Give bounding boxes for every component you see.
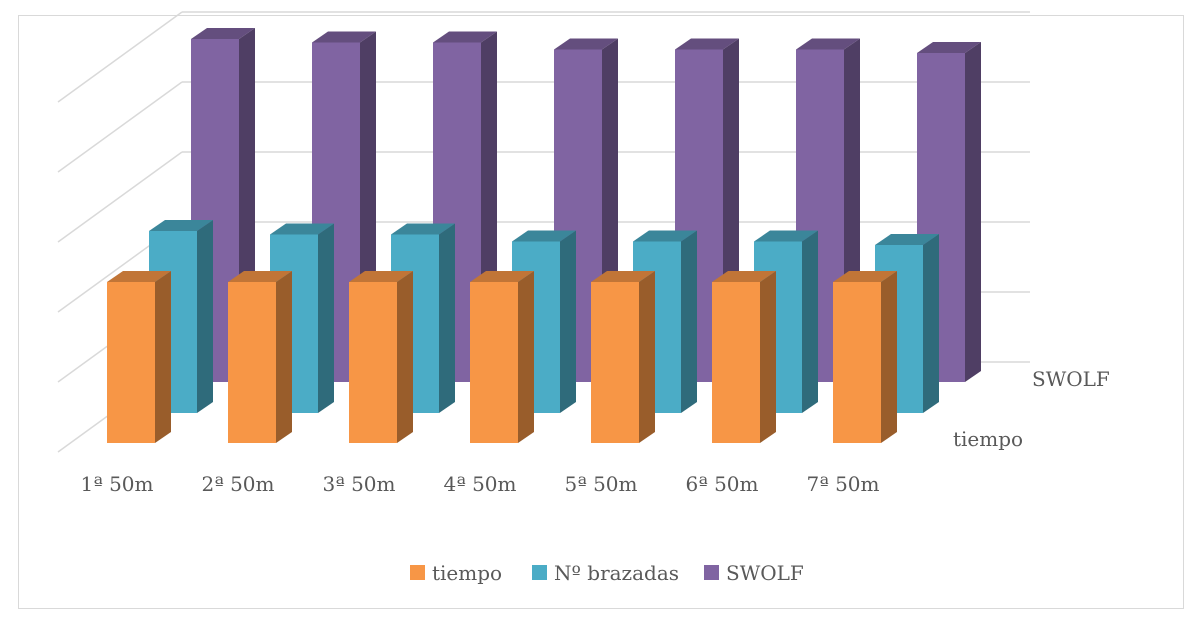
bar-tiempo-2 [228,271,292,443]
legend-swatch [532,565,547,580]
legend-swatch [704,565,719,580]
category-label: 3ª 50m [323,472,396,496]
side-gridline [57,81,183,173]
side-gridline [57,11,183,103]
legend-item-tiempo: tiempo [410,561,502,585]
bar-tiempo-1 [107,271,171,443]
category-label: 7ª 50m [807,472,880,496]
category-labels: 1ª 50m 2ª 50m 3ª 50m 4ª 50m 5ª 50m 6ª 50m 7ª 5… [81,472,880,496]
bar-tiempo-3 [349,271,413,443]
legend-swatch [410,565,425,580]
category-label: 2ª 50m [202,472,275,496]
chart-bars [107,28,981,443]
bar-tiempo-6 [712,271,776,443]
legend-label: tiempo [432,561,502,585]
side-gridline [57,151,183,243]
bar-tiempo-5 [591,271,655,443]
legend-item-swolf: SWOLF [704,561,804,585]
category-label: 4ª 50m [444,472,517,496]
legend-label: Nº brazadas [554,561,679,585]
bar-tiempo-4 [470,271,534,443]
category-label: 5ª 50m [565,472,638,496]
category-label: 1ª 50m [81,472,154,496]
legend-label: SWOLF [726,561,804,585]
depth-label-swolf: SWOLF [1032,367,1110,391]
bar-tiempo-7 [833,271,897,443]
legend: tiempo Nº brazadas SWOLF [410,561,804,585]
legend-item-n-brazadas: Nº brazadas [532,561,679,585]
category-label: 6ª 50m [686,472,759,496]
depth-label-tiempo: tiempo [953,427,1023,451]
